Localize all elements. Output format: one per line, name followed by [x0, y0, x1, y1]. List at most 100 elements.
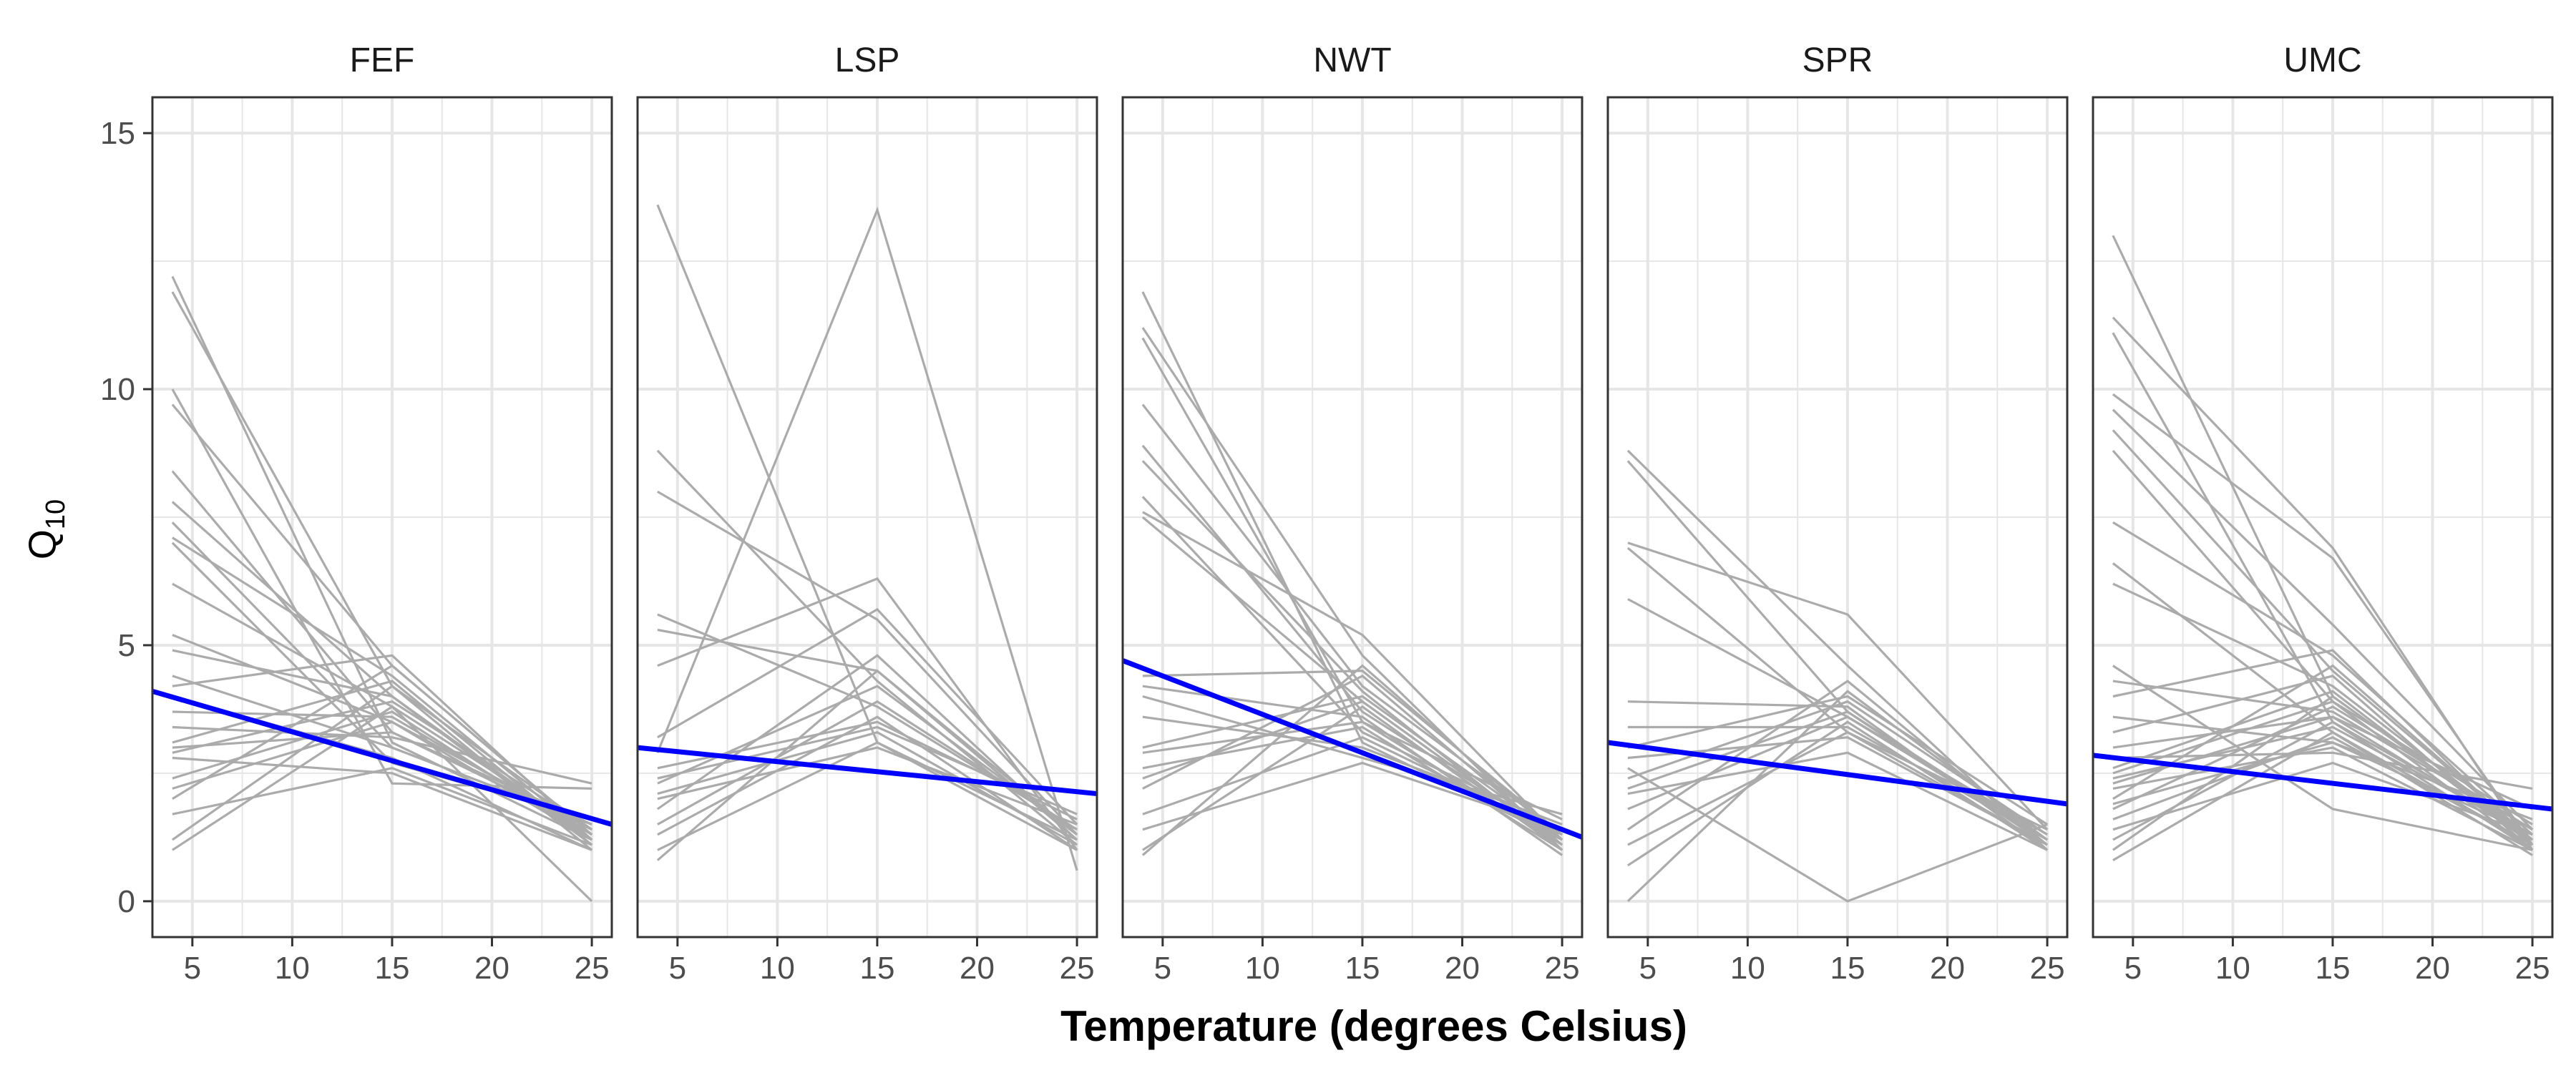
panel-border-umc [2092, 96, 2554, 939]
trend-line-lsp [637, 745, 1098, 797]
series-line-nwt-15 [1142, 725, 1563, 851]
series-line-umc-29 [2112, 741, 2533, 820]
trend-line-fef [152, 689, 613, 827]
x-tick-label: 20 [1445, 951, 1480, 986]
x-tick-label: 15 [1345, 951, 1380, 986]
series-line-fef-7 [171, 521, 592, 825]
series-line-nwt-18 [1142, 761, 1563, 831]
x-tick-label: 10 [275, 951, 310, 986]
series-line-umc-22 [2112, 705, 2533, 831]
x-tick-label: 15 [2315, 951, 2350, 986]
x-tick-label: 5 [1154, 951, 1171, 986]
x-tick-label: 10 [1730, 951, 1765, 986]
series-line-nwt-16 [1142, 674, 1563, 846]
series-line-lsp-17 [657, 746, 1078, 825]
panel-nwt: NWT 5 10 15 20 25 [1121, 41, 1584, 986]
series-line-spr-3 [1627, 542, 2049, 831]
series-line-nwt-12 [1142, 695, 1563, 815]
x-tick-label: 20 [2415, 951, 2450, 986]
series-line-spr-7 [1627, 725, 2048, 841]
y-axis-label-main: Q [21, 529, 64, 559]
x-tick-label: 20 [1930, 951, 1965, 986]
facet-title-umc: UMC [2283, 41, 2361, 79]
series-line-nwt-22 [1142, 700, 1563, 846]
series-line-lsp-4 [657, 613, 1078, 831]
x-tick-label: 5 [2124, 951, 2142, 986]
series-line-umc-21 [2112, 664, 2534, 841]
series-line-lsp-6 [657, 577, 1078, 851]
facet-title-nwt: NWT [1313, 41, 1391, 79]
x-tick-label: 25 [2515, 951, 2550, 986]
x-tick-label: 25 [1545, 951, 1580, 986]
facet-title-lsp: LSP [835, 41, 900, 79]
y-tick-label: 0 [118, 884, 135, 919]
series-line-nwt-11 [1142, 685, 1563, 856]
series-line-spr-1 [1626, 449, 2049, 851]
series-line-fef-12 [172, 649, 593, 841]
series-line-spr-18 [1627, 710, 2048, 846]
series-line-umc-30 [2112, 715, 2533, 810]
series-line-fef-16 [172, 725, 592, 785]
y-tick-label: 5 [118, 628, 135, 663]
series-line-umc-24 [2112, 761, 2533, 836]
x-tick-label: 25 [2030, 951, 2065, 986]
series-line-fef-24 [172, 705, 593, 903]
x-tick-label: 15 [859, 951, 894, 986]
series-line-nwt-20 [1141, 664, 1563, 856]
series-line-umc-28 [2112, 700, 2533, 825]
series-line-nwt-21 [1142, 720, 1563, 820]
series-line-lsp-8 [656, 206, 1078, 871]
series-line-umc-18 [2112, 690, 2534, 846]
series-line-fef-19 [172, 756, 592, 851]
x-tick-label: 5 [669, 951, 686, 986]
series-line-umc-13 [2112, 649, 2534, 846]
facet-title-spr: SPR [1802, 41, 1873, 79]
series-line-lsp-2 [656, 449, 1078, 846]
series-line-umc-8 [2112, 521, 2534, 836]
series-line-fef-8 [172, 536, 593, 841]
trend-line-umc [2092, 753, 2553, 812]
series-line-lsp-15 [657, 741, 1078, 851]
series-line-umc-5 [2112, 408, 2534, 831]
x-tick-label: 15 [1830, 951, 1865, 986]
series-line-fef-5 [171, 470, 592, 831]
x-tick-label: 5 [1639, 951, 1657, 986]
panel-umc: UMC 5 10 15 20 25 [2092, 41, 2554, 986]
series-line-umc-27 [2112, 730, 2533, 861]
x-tick-label: 20 [474, 951, 509, 986]
series-line-nwt-3 [1141, 337, 1563, 846]
y-axis-label: Q10 [21, 499, 71, 559]
series-line-lsp-16 [656, 669, 1078, 861]
series-line-umc-4 [2112, 393, 2534, 846]
series-line-fef-25 [172, 731, 592, 825]
series-line-umc-26 [2112, 695, 2534, 851]
y-axis-label-subscript: 10 [41, 499, 71, 529]
series-line-fef-17 [172, 680, 593, 846]
y-tick-label: 10 [100, 372, 135, 407]
series-line-fef-1 [171, 275, 592, 841]
series-line-nwt-14 [1142, 695, 1563, 841]
series-line-umc-2 [2112, 316, 2534, 851]
panel-lsp: LSP 5 10 15 20 25 [636, 41, 1098, 986]
x-tick-label: 5 [184, 951, 201, 986]
series-line-fef-9 [171, 542, 592, 820]
x-tick-label: 10 [760, 951, 795, 986]
panel-border-spr [1606, 96, 2069, 939]
series-line-umc-17 [2112, 751, 2533, 790]
series-line-spr-12 [1627, 715, 2048, 841]
series-line-fef-21 [172, 664, 593, 836]
panel-spr: SPR 5 10 15 20 25 [1606, 41, 2069, 986]
panel-fef: FEF 5 10 15 20 25 0 5 10 15 [100, 41, 613, 986]
x-tick-label: 25 [1060, 951, 1095, 986]
series-line-spr-17 [1627, 767, 2048, 903]
x-tick-label: 25 [575, 951, 610, 986]
x-axis-label: Temperature (degrees Celsius) [1060, 1002, 1687, 1050]
series-line-spr-14 [1627, 730, 2048, 846]
x-tick-label: 15 [374, 951, 409, 986]
series-line-nwt-13 [1142, 715, 1563, 825]
series-line-fef-23 [171, 685, 593, 841]
trend-line-nwt [1121, 658, 1584, 840]
series-line-nwt-10 [1142, 670, 1563, 836]
series-line-spr-8 [1627, 695, 2048, 825]
